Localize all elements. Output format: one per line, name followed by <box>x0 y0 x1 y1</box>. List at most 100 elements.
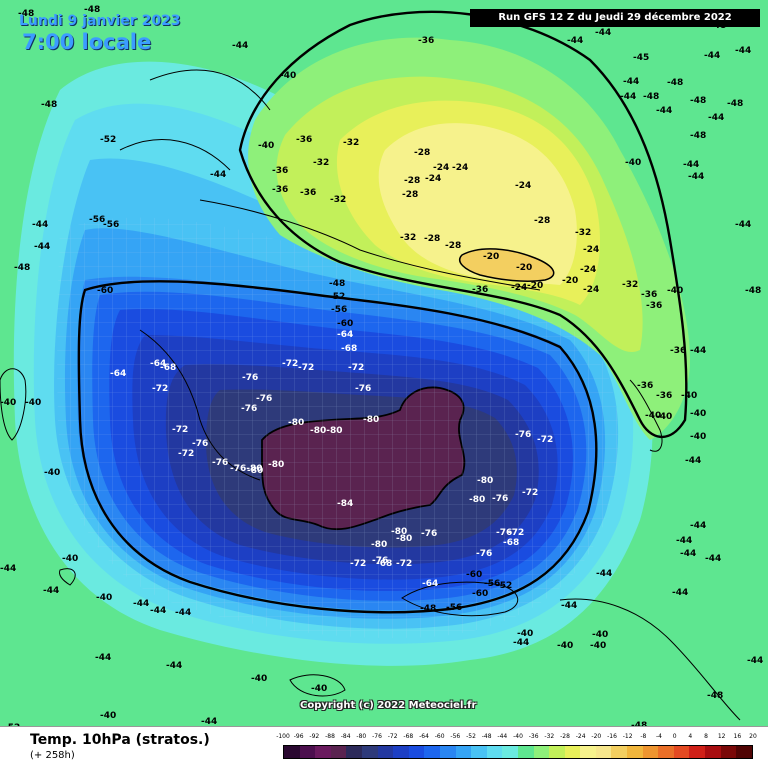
copyright-notice: Copyright (c) 2022 Meteociel.fr <box>300 700 477 711</box>
map-canvas: -48-48-44-48-52-44-44-56-56-60-44-40-36-… <box>0 0 768 726</box>
color-scale-swatch <box>299 746 316 758</box>
color-scale-swatch <box>720 746 737 758</box>
color-scale-swatch <box>689 746 706 758</box>
contour-label: -44 <box>201 717 217 726</box>
color-scale-swatch <box>377 746 394 758</box>
contour-label: -56 <box>89 215 105 225</box>
contour-label: -80 <box>288 418 304 428</box>
contour-label: -40 <box>25 398 41 408</box>
contour-label: -44 <box>688 172 704 182</box>
contour-label: -80-80 <box>310 426 343 436</box>
contour-label: -64 <box>422 579 438 589</box>
contour-label: -40 <box>667 286 683 296</box>
color-scale-tick-label: -56 <box>450 733 461 740</box>
contour-label: -48 <box>14 263 30 273</box>
contour-label: -80 <box>247 466 263 476</box>
contour-label: -68 <box>376 559 392 569</box>
color-scale-tick-label: -4 <box>656 733 662 740</box>
contour-label: -40 <box>0 398 16 408</box>
color-scale-tick-label: -28 <box>560 733 570 740</box>
contour-label: -40 <box>590 641 606 651</box>
contour-label: -76 <box>496 528 512 538</box>
contour-label: -44 <box>232 41 248 51</box>
contour-label: -28 <box>534 216 550 226</box>
color-scale-tick-label: -68 <box>403 733 414 740</box>
contour-label: -24 <box>452 163 468 173</box>
contour-label: -48 <box>18 9 34 19</box>
contour-label: -40 <box>690 409 706 419</box>
color-scale-swatch <box>580 746 596 758</box>
color-scale-tick-label: 4 <box>688 733 693 740</box>
contour-label: -40 <box>645 411 661 421</box>
color-scale-tick-label: -60 <box>434 733 445 740</box>
graticule-grid <box>57 217 619 639</box>
contour-label: -44 <box>735 220 751 230</box>
contour-label: -76 <box>241 404 257 414</box>
contour-label: -28 <box>402 190 418 200</box>
forecast-time: 7:00 locale <box>22 30 152 54</box>
contour-label: -44 <box>150 606 166 616</box>
color-scale-bar <box>283 745 753 759</box>
contour-label: -20 <box>483 252 499 262</box>
contour-label: -44 <box>0 564 16 574</box>
contour-label: -76 <box>372 556 388 566</box>
contour-label: -44 <box>747 656 763 666</box>
color-scale-swatch <box>549 746 565 758</box>
contour-label: -72 <box>348 363 364 373</box>
contour-label: -44 <box>656 106 672 116</box>
contour-label: -48 <box>667 78 683 88</box>
contour-label: -32 <box>313 158 329 168</box>
contour-label: -36 <box>296 135 312 145</box>
contour-label: -44 <box>708 113 724 123</box>
contour-label: -20 <box>527 281 543 291</box>
contour-label: -24 <box>583 285 599 295</box>
color-scale-swatch <box>361 746 378 758</box>
contour-label: -40 <box>251 674 267 684</box>
contour-label: -36 <box>641 290 657 300</box>
color-scale-swatch <box>564 746 581 758</box>
contour-label: -48 <box>84 5 100 15</box>
color-scale-swatch <box>642 746 659 758</box>
contour-label: -48 <box>727 99 743 109</box>
contour-label: -80 <box>391 527 407 537</box>
contour-label: -60 <box>466 570 482 580</box>
contour-label: -48 <box>329 279 345 289</box>
color-scale-tick-label: -80 <box>356 733 367 740</box>
contour-label: -48 <box>690 96 706 106</box>
contour-label: -28 <box>414 148 430 158</box>
contour-label: -44 <box>620 92 636 102</box>
contour-label: -44 <box>567 36 583 46</box>
color-scale-swatch <box>736 746 752 758</box>
contour-label: -40 <box>592 630 608 640</box>
contour-label: -24 <box>583 245 599 255</box>
color-scale-tick-label: -72 <box>387 733 398 740</box>
contour-label: -52 <box>100 135 116 145</box>
color-scale-swatch <box>471 746 487 758</box>
color-scale-swatch <box>455 746 472 758</box>
color-scale-tick-label: -92 <box>309 733 320 740</box>
contour-label: -44 <box>595 28 611 38</box>
color-scale-tick-label: -52 <box>466 733 476 740</box>
contour-label: -80 <box>363 415 379 425</box>
contour-label: -24 <box>515 181 531 191</box>
contour-label: -36 <box>272 185 288 195</box>
contour-label: -40 <box>517 629 533 639</box>
contour-label: -40 <box>258 141 274 151</box>
contour-label: -40 <box>311 684 327 694</box>
contour-label: -64 <box>110 369 126 379</box>
contour-label: -44 <box>32 220 48 230</box>
contour-label: -20 <box>562 276 578 286</box>
contour-label: -60 <box>337 319 353 329</box>
contour-label: -76 <box>476 549 492 559</box>
color-scale-tick-label: -12 <box>622 733 633 740</box>
contour-label: -45 <box>633 53 649 63</box>
color-scale-swatch <box>408 746 425 758</box>
contour-label: -68 <box>341 344 357 354</box>
color-scale-swatch <box>315 746 331 758</box>
contour-label: -76 <box>355 384 371 394</box>
contour-label: -44 <box>705 554 721 564</box>
color-scale-tick-label: 20 <box>749 733 757 740</box>
contour-label: -72 <box>282 359 298 369</box>
contour-label: -28 <box>404 176 420 186</box>
contour-label: -80 <box>371 540 387 550</box>
